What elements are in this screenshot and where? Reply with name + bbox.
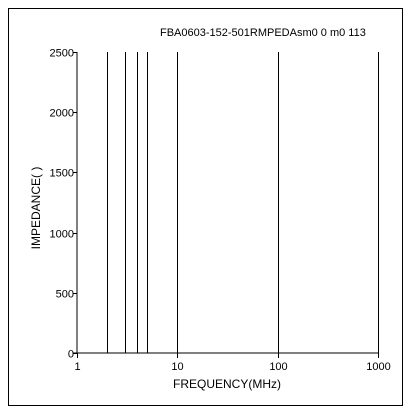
x-tick-label-0: 1 [74, 361, 80, 373]
axes [73, 52, 378, 354]
y-ticks: 0 500 1000 1500 2000 2500 [50, 48, 77, 361]
x-tick-label-1: 10 [171, 361, 183, 373]
y-tick-label-2: 1000 [50, 229, 74, 241]
y-tick-label-1: 500 [56, 289, 74, 301]
chart-title: FBA0603-152-501RMPEDAsm0 0 m0 113 [160, 27, 366, 39]
plot-lines [107, 52, 379, 353]
x-tick-label-3: 1000 [366, 361, 390, 373]
x-tick-label-2: 100 [269, 361, 287, 373]
y-tick-label-0: 0 [68, 349, 74, 361]
x-ticks: 1 10 100 1000 [74, 353, 391, 373]
y-tick-label-3: 1500 [50, 168, 74, 180]
y-tick-label-5: 2500 [50, 48, 74, 60]
chart-frame [8, 8, 403, 406]
x-axis-label: FREQUENCY(MHz) [173, 377, 281, 391]
y-axis-label: IMPEDANCE( ) [29, 167, 43, 250]
y-tick-label-4: 2000 [50, 108, 74, 120]
